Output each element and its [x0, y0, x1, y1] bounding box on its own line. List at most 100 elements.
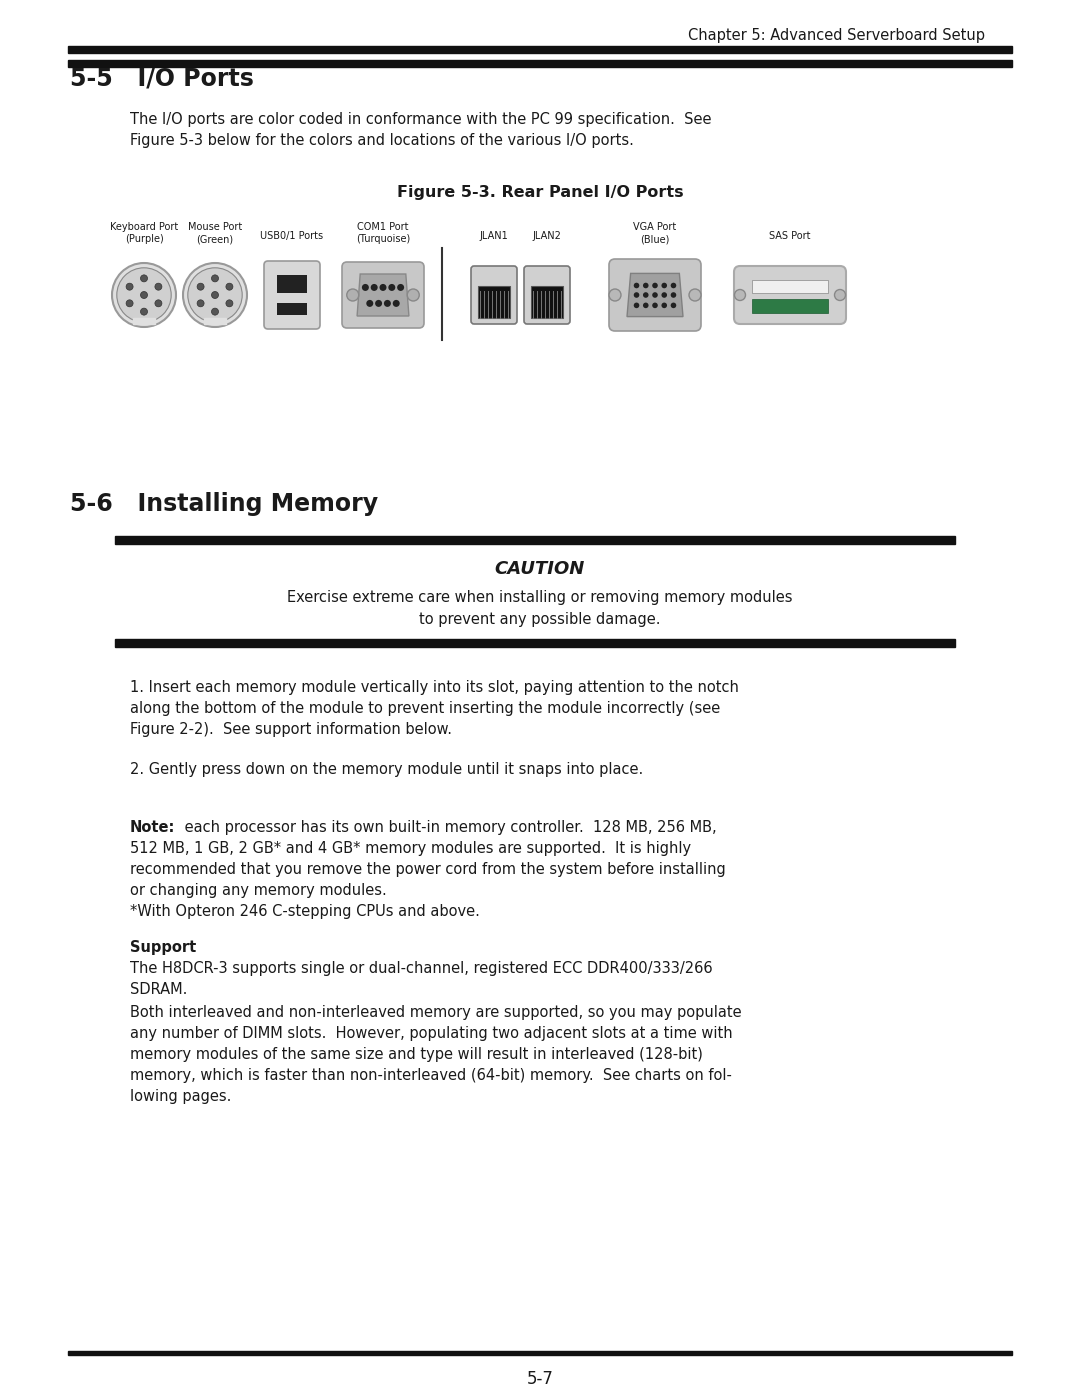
- Text: memory modules of the same size and type will result in interleaved (128-bit): memory modules of the same size and type…: [130, 1046, 703, 1062]
- Text: (Purple): (Purple): [124, 235, 163, 244]
- Circle shape: [835, 289, 846, 300]
- FancyBboxPatch shape: [471, 265, 517, 324]
- Text: 5-7: 5-7: [527, 1370, 553, 1389]
- Text: The I/O ports are color coded in conformance with the PC 99 specification.  See: The I/O ports are color coded in conform…: [130, 112, 712, 127]
- Text: Both interleaved and non-interleaved memory are supported, so you may populate: Both interleaved and non-interleaved mem…: [130, 1004, 742, 1020]
- Circle shape: [661, 282, 667, 288]
- Circle shape: [212, 275, 218, 282]
- Circle shape: [197, 284, 204, 291]
- Circle shape: [652, 292, 658, 298]
- Circle shape: [407, 289, 419, 300]
- Text: The H8DCR-3 supports single or dual-channel, registered ECC DDR400/333/266: The H8DCR-3 supports single or dual-chan…: [130, 961, 713, 977]
- Bar: [752, 299, 828, 313]
- Text: recommended that you remove the power cord from the system before installing: recommended that you remove the power co…: [130, 862, 726, 877]
- Text: to prevent any possible damage.: to prevent any possible damage.: [419, 612, 661, 627]
- Bar: [278, 303, 307, 316]
- Bar: [68, 1351, 1012, 1355]
- Text: or changing any memory modules.: or changing any memory modules.: [130, 883, 387, 898]
- Circle shape: [652, 303, 658, 309]
- Bar: [133, 319, 156, 324]
- Circle shape: [379, 284, 387, 291]
- Circle shape: [609, 289, 621, 300]
- Text: memory, which is faster than non-interleaved (64-bit) memory.  See charts on fol: memory, which is faster than non-interle…: [130, 1067, 732, 1083]
- Circle shape: [366, 300, 374, 307]
- Circle shape: [734, 289, 745, 300]
- Circle shape: [375, 300, 382, 307]
- Circle shape: [661, 303, 667, 309]
- Text: USB0/1 Ports: USB0/1 Ports: [260, 231, 324, 242]
- Bar: [531, 286, 563, 319]
- Text: VGA Port: VGA Port: [633, 222, 677, 232]
- Text: SDRAM.: SDRAM.: [130, 982, 187, 997]
- Text: CAUTION: CAUTION: [495, 560, 585, 578]
- Text: JLAN1: JLAN1: [480, 231, 509, 242]
- Circle shape: [188, 268, 242, 323]
- Bar: [752, 279, 828, 293]
- Text: lowing pages.: lowing pages.: [130, 1090, 231, 1104]
- Polygon shape: [627, 274, 683, 317]
- Circle shape: [689, 289, 701, 300]
- Circle shape: [140, 292, 148, 299]
- FancyBboxPatch shape: [609, 258, 701, 331]
- Circle shape: [197, 300, 204, 307]
- Text: Figure 5-3. Rear Panel I/O Ports: Figure 5-3. Rear Panel I/O Ports: [396, 184, 684, 200]
- Circle shape: [652, 282, 658, 288]
- Circle shape: [393, 300, 400, 307]
- FancyBboxPatch shape: [342, 263, 424, 328]
- FancyBboxPatch shape: [264, 261, 320, 330]
- Circle shape: [140, 309, 148, 316]
- Circle shape: [370, 284, 378, 291]
- Circle shape: [154, 300, 162, 307]
- Circle shape: [671, 303, 676, 309]
- Bar: [204, 319, 226, 324]
- Circle shape: [634, 282, 639, 288]
- Text: 2. Gently press down on the memory module until it snaps into place.: 2. Gently press down on the memory modul…: [130, 761, 644, 777]
- Text: SAS Port: SAS Port: [769, 231, 811, 242]
- Circle shape: [661, 292, 667, 298]
- Bar: [68, 56, 1012, 60]
- Polygon shape: [357, 274, 409, 316]
- Circle shape: [212, 292, 218, 299]
- Circle shape: [183, 263, 247, 327]
- Text: Mouse Port: Mouse Port: [188, 222, 242, 232]
- Circle shape: [112, 263, 176, 327]
- Circle shape: [397, 284, 404, 291]
- Text: 512 MB, 1 GB, 2 GB* and 4 GB* memory modules are supported.  It is highly: 512 MB, 1 GB, 2 GB* and 4 GB* memory mod…: [130, 841, 691, 856]
- Circle shape: [126, 300, 133, 307]
- FancyBboxPatch shape: [734, 265, 846, 324]
- Circle shape: [154, 284, 162, 291]
- Text: Chapter 5: Advanced Serverboard Setup: Chapter 5: Advanced Serverboard Setup: [688, 28, 985, 43]
- Circle shape: [671, 282, 676, 288]
- Circle shape: [347, 289, 359, 300]
- Circle shape: [362, 284, 369, 291]
- Bar: [114, 536, 955, 543]
- Text: (Green): (Green): [197, 235, 233, 244]
- Text: (Turquoise): (Turquoise): [356, 235, 410, 244]
- Text: (Blue): (Blue): [640, 235, 670, 244]
- Circle shape: [140, 275, 148, 282]
- Circle shape: [389, 284, 395, 291]
- Text: 5-5   I/O Ports: 5-5 I/O Ports: [70, 66, 254, 89]
- Bar: [68, 60, 1012, 67]
- Circle shape: [226, 300, 233, 307]
- Text: Support: Support: [130, 940, 197, 956]
- Circle shape: [117, 268, 172, 323]
- FancyBboxPatch shape: [524, 265, 570, 324]
- Bar: [114, 638, 955, 647]
- Circle shape: [634, 292, 639, 298]
- Text: Exercise extreme care when installing or removing memory modules: Exercise extreme care when installing or…: [287, 590, 793, 605]
- Text: 5-6   Installing Memory: 5-6 Installing Memory: [70, 492, 378, 515]
- Text: each processor has its own built-in memory controller.  128 MB, 256 MB,: each processor has its own built-in memo…: [180, 820, 717, 835]
- Circle shape: [212, 309, 218, 316]
- Text: 1. Insert each memory module vertically into its slot, paying attention to the n: 1. Insert each memory module vertically …: [130, 680, 739, 694]
- Circle shape: [383, 300, 391, 307]
- Text: Figure 2-2).  See support information below.: Figure 2-2). See support information bel…: [130, 722, 453, 738]
- Text: Figure 5-3 below for the colors and locations of the various I/O ports.: Figure 5-3 below for the colors and loca…: [130, 133, 634, 148]
- Bar: [478, 286, 510, 319]
- Circle shape: [643, 303, 649, 309]
- Text: *With Opteron 246 C-stepping CPUs and above.: *With Opteron 246 C-stepping CPUs and ab…: [130, 904, 480, 919]
- Text: along the bottom of the module to prevent inserting the module incorrectly (see: along the bottom of the module to preven…: [130, 701, 720, 717]
- Bar: [68, 46, 1012, 53]
- Bar: [278, 275, 307, 292]
- Text: Keyboard Port: Keyboard Port: [110, 222, 178, 232]
